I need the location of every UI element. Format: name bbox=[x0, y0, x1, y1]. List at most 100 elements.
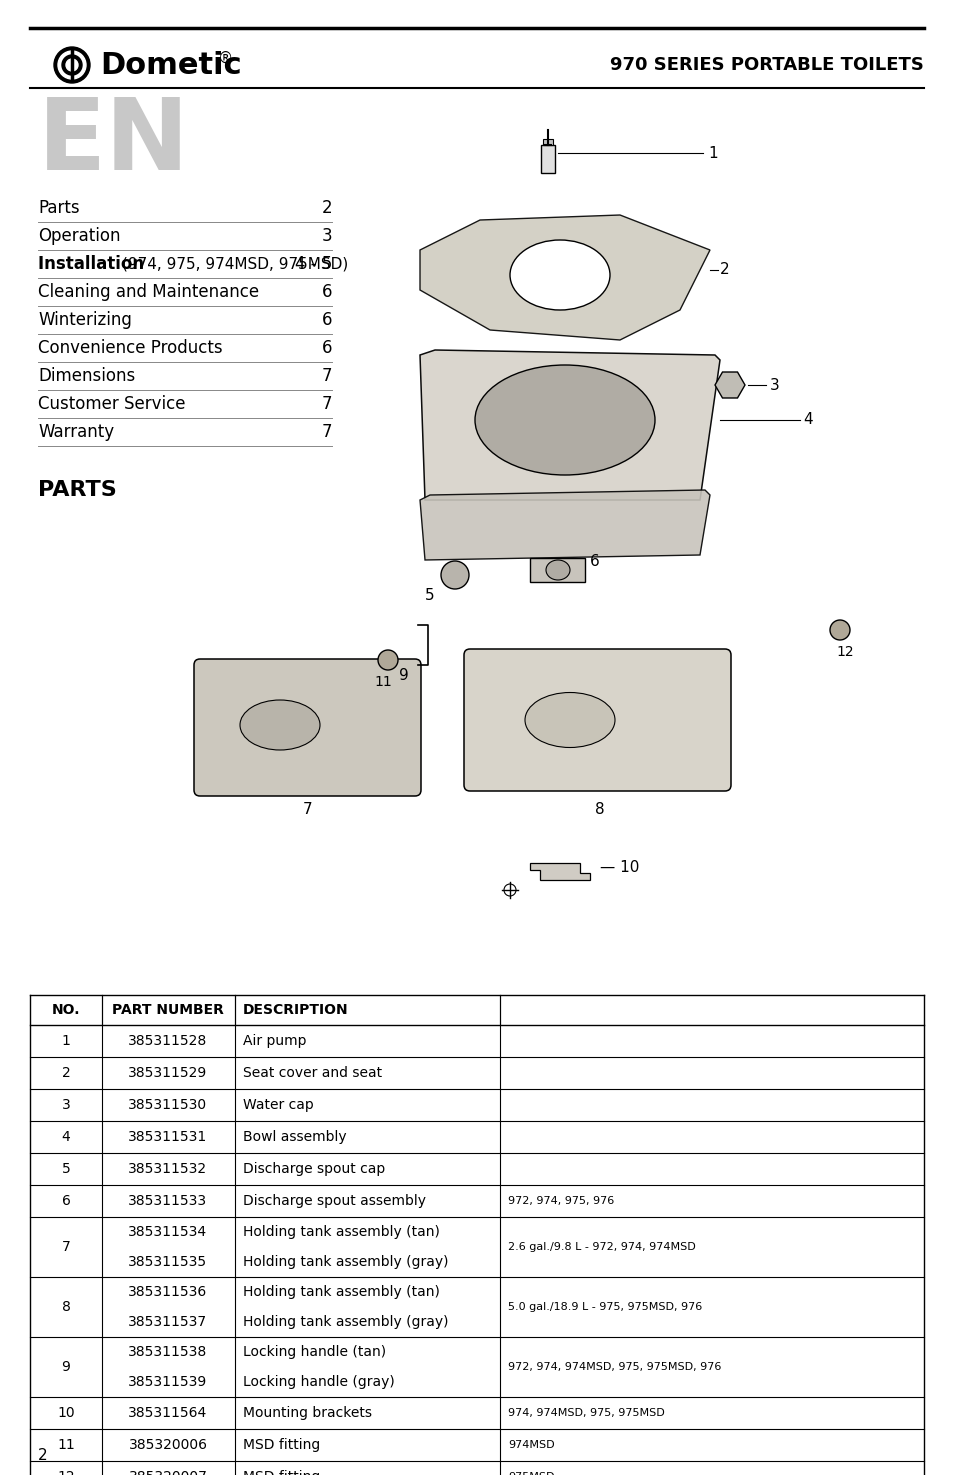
Text: Discharge spout assembly: Discharge spout assembly bbox=[243, 1193, 426, 1208]
Text: 4: 4 bbox=[802, 413, 812, 428]
Text: 10: 10 bbox=[57, 1406, 74, 1420]
Bar bbox=[30, 1058, 923, 1089]
Text: 2: 2 bbox=[38, 1447, 48, 1463]
Text: Locking handle (gray): Locking handle (gray) bbox=[243, 1375, 395, 1389]
Ellipse shape bbox=[545, 560, 569, 580]
Text: PARTS: PARTS bbox=[38, 479, 116, 500]
Text: 7: 7 bbox=[303, 802, 313, 817]
Text: Convenience Products: Convenience Products bbox=[38, 339, 222, 357]
Text: Water cap: Water cap bbox=[243, 1097, 314, 1112]
Text: 970 SERIES PORTABLE TOILETS: 970 SERIES PORTABLE TOILETS bbox=[610, 56, 923, 74]
Bar bbox=[30, 1429, 923, 1462]
Text: 385311564: 385311564 bbox=[129, 1406, 208, 1420]
Text: 7: 7 bbox=[62, 1240, 71, 1254]
Text: Operation: Operation bbox=[38, 227, 120, 245]
Text: 974MSD: 974MSD bbox=[507, 1440, 554, 1450]
Text: Holding tank assembly (tan): Holding tank assembly (tan) bbox=[243, 1285, 439, 1299]
Text: 385311529: 385311529 bbox=[129, 1066, 208, 1080]
Text: Seat cover and seat: Seat cover and seat bbox=[243, 1066, 382, 1080]
Text: 6: 6 bbox=[321, 311, 332, 329]
Text: 2: 2 bbox=[62, 1066, 71, 1080]
Text: Locking handle (tan): Locking handle (tan) bbox=[243, 1345, 386, 1358]
Text: 385311537: 385311537 bbox=[129, 1316, 208, 1329]
Text: Holding tank assembly (gray): Holding tank assembly (gray) bbox=[243, 1255, 448, 1268]
Text: Winterizing: Winterizing bbox=[38, 311, 132, 329]
Text: 7: 7 bbox=[321, 367, 332, 385]
Text: 12: 12 bbox=[836, 645, 853, 659]
Text: 12: 12 bbox=[57, 1471, 74, 1475]
Circle shape bbox=[440, 560, 469, 589]
Bar bbox=[30, 1336, 923, 1397]
Text: EN: EN bbox=[38, 94, 190, 192]
Bar bbox=[30, 1462, 923, 1475]
Bar bbox=[30, 1184, 923, 1217]
Text: Discharge spout cap: Discharge spout cap bbox=[243, 1162, 385, 1176]
Text: 385311535: 385311535 bbox=[129, 1255, 208, 1268]
Text: Air pump: Air pump bbox=[243, 1034, 306, 1049]
FancyBboxPatch shape bbox=[463, 649, 730, 791]
Bar bbox=[30, 1153, 923, 1184]
Text: 975MSD: 975MSD bbox=[507, 1472, 554, 1475]
Text: 385311531: 385311531 bbox=[129, 1130, 208, 1145]
Text: 6: 6 bbox=[321, 283, 332, 301]
Text: 2.6 gal./9.8 L - 972, 974, 974MSD: 2.6 gal./9.8 L - 972, 974, 974MSD bbox=[507, 1242, 695, 1252]
Bar bbox=[30, 1397, 923, 1429]
Text: 5: 5 bbox=[62, 1162, 71, 1176]
Text: Holding tank assembly (tan): Holding tank assembly (tan) bbox=[243, 1226, 439, 1239]
Text: 9: 9 bbox=[62, 1360, 71, 1375]
Ellipse shape bbox=[240, 701, 319, 749]
Text: 972, 974, 974MSD, 975, 975MSD, 976: 972, 974, 974MSD, 975, 975MSD, 976 bbox=[507, 1361, 720, 1372]
FancyBboxPatch shape bbox=[193, 659, 420, 797]
Circle shape bbox=[58, 52, 86, 80]
Text: Cleaning and Maintenance: Cleaning and Maintenance bbox=[38, 283, 259, 301]
Text: 385311539: 385311539 bbox=[129, 1375, 208, 1389]
Text: Mounting brackets: Mounting brackets bbox=[243, 1406, 372, 1420]
Text: 11: 11 bbox=[57, 1438, 74, 1451]
Bar bbox=[30, 1025, 923, 1058]
Text: ®: ® bbox=[218, 50, 233, 65]
Bar bbox=[530, 558, 584, 583]
Text: MSD fitting: MSD fitting bbox=[243, 1471, 320, 1475]
Circle shape bbox=[54, 47, 90, 83]
Polygon shape bbox=[419, 350, 720, 500]
Text: Dometic: Dometic bbox=[100, 50, 241, 80]
Polygon shape bbox=[530, 863, 589, 881]
Circle shape bbox=[377, 650, 397, 670]
Bar bbox=[30, 1121, 923, 1153]
Text: 385320006: 385320006 bbox=[129, 1438, 208, 1451]
Text: Parts: Parts bbox=[38, 199, 79, 217]
Text: 385311530: 385311530 bbox=[129, 1097, 208, 1112]
Polygon shape bbox=[419, 490, 709, 560]
Text: 11: 11 bbox=[374, 676, 392, 689]
Text: 2: 2 bbox=[720, 263, 729, 277]
Text: 385311538: 385311538 bbox=[129, 1345, 208, 1358]
Ellipse shape bbox=[510, 240, 609, 310]
Text: 2: 2 bbox=[321, 199, 332, 217]
Text: Installation: Installation bbox=[38, 255, 150, 273]
Text: 4: 4 bbox=[62, 1130, 71, 1145]
Text: 6: 6 bbox=[321, 339, 332, 357]
Text: 7: 7 bbox=[321, 423, 332, 441]
Text: MSD fitting: MSD fitting bbox=[243, 1438, 320, 1451]
Text: 1: 1 bbox=[62, 1034, 71, 1049]
Circle shape bbox=[829, 620, 849, 640]
Text: 972, 974, 975, 976: 972, 974, 975, 976 bbox=[507, 1196, 614, 1207]
Text: Holding tank assembly (gray): Holding tank assembly (gray) bbox=[243, 1316, 448, 1329]
Text: 385311533: 385311533 bbox=[129, 1193, 208, 1208]
Text: 974, 974MSD, 975, 975MSD: 974, 974MSD, 975, 975MSD bbox=[507, 1409, 664, 1417]
Bar bbox=[542, 139, 553, 145]
Text: 3: 3 bbox=[62, 1097, 71, 1112]
Text: 385311534: 385311534 bbox=[129, 1226, 208, 1239]
Text: 385311532: 385311532 bbox=[129, 1162, 208, 1176]
Text: 8: 8 bbox=[595, 802, 604, 817]
Text: 5.0 gal./18.9 L - 975, 975MSD, 976: 5.0 gal./18.9 L - 975, 975MSD, 976 bbox=[507, 1302, 701, 1311]
Text: DESCRIPTION: DESCRIPTION bbox=[243, 1003, 348, 1016]
Text: 9: 9 bbox=[398, 668, 409, 683]
Text: 7: 7 bbox=[321, 395, 332, 413]
Text: (974, 975, 974MSD, 975MSD): (974, 975, 974MSD, 975MSD) bbox=[122, 257, 348, 271]
Bar bbox=[540, 145, 555, 173]
Text: 385320007: 385320007 bbox=[129, 1471, 207, 1475]
Text: PART NUMBER: PART NUMBER bbox=[112, 1003, 224, 1016]
Text: 6: 6 bbox=[62, 1193, 71, 1208]
Text: Bowl assembly: Bowl assembly bbox=[243, 1130, 346, 1145]
